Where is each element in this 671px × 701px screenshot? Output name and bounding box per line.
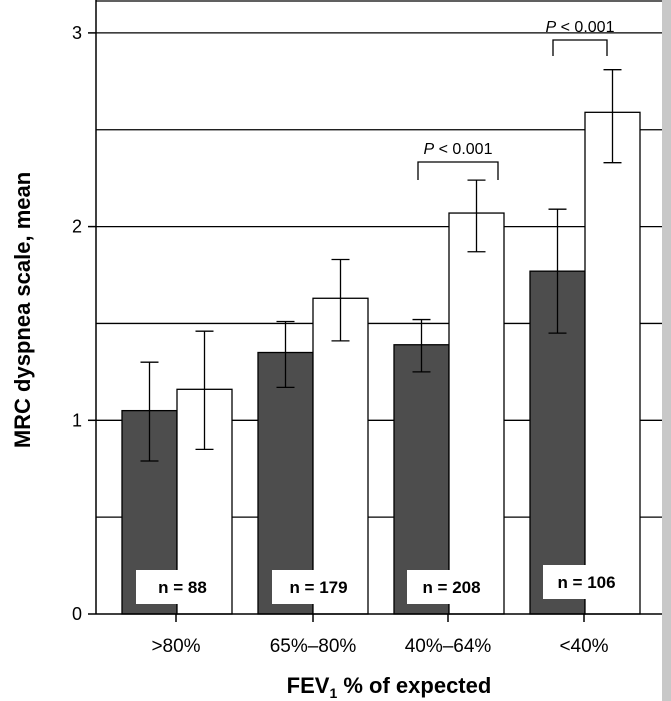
x-tick-label: 65%–80% [270, 636, 357, 657]
x-tick-label: <40% [559, 636, 608, 657]
y-tick-label: 0 [72, 604, 82, 624]
significance-annotations: P < 0.001 P < 0.001 [417, 19, 615, 180]
n-label-box [136, 570, 229, 604]
n-label-box [272, 570, 365, 604]
error-bars [140, 69, 622, 462]
significance-bracket [417, 161, 499, 180]
n-labels: n = 88 n = 179 n = 208 n = 106 [136, 565, 630, 604]
y-tick-labels: 0 1 2 3 [72, 23, 96, 624]
x-axis-title: FEV1 % of expected [287, 673, 492, 701]
p-value-label: P < 0.001 [424, 141, 493, 158]
bar [312, 297, 369, 615]
y-tick-label: 1 [72, 410, 82, 430]
y-tick-label: 3 [72, 23, 82, 43]
x-tick-label: 40%–64% [405, 636, 492, 657]
significance-bracket [552, 39, 608, 56]
p-value-label: P < 0.001 [546, 19, 615, 36]
bars [121, 111, 641, 615]
y-tick-label: 2 [72, 217, 82, 237]
x-tick-label: >80% [151, 636, 200, 657]
bar [393, 344, 450, 615]
axes [95, 0, 662, 615]
x-category-labels: >80% 65%–80% 40%–64% <40% [151, 614, 609, 657]
n-label: n = 106 [557, 573, 615, 592]
n-label-box [407, 570, 496, 604]
n-label-box [543, 565, 630, 599]
y-axis-title: MRC dyspnea scale, mean [10, 172, 35, 448]
n-label: n = 208 [422, 578, 480, 597]
n-label: n = 179 [289, 578, 347, 597]
right-edge-strip [662, 0, 671, 701]
n-label: n = 88 [158, 578, 207, 597]
bar [448, 212, 505, 615]
bar [584, 111, 641, 615]
